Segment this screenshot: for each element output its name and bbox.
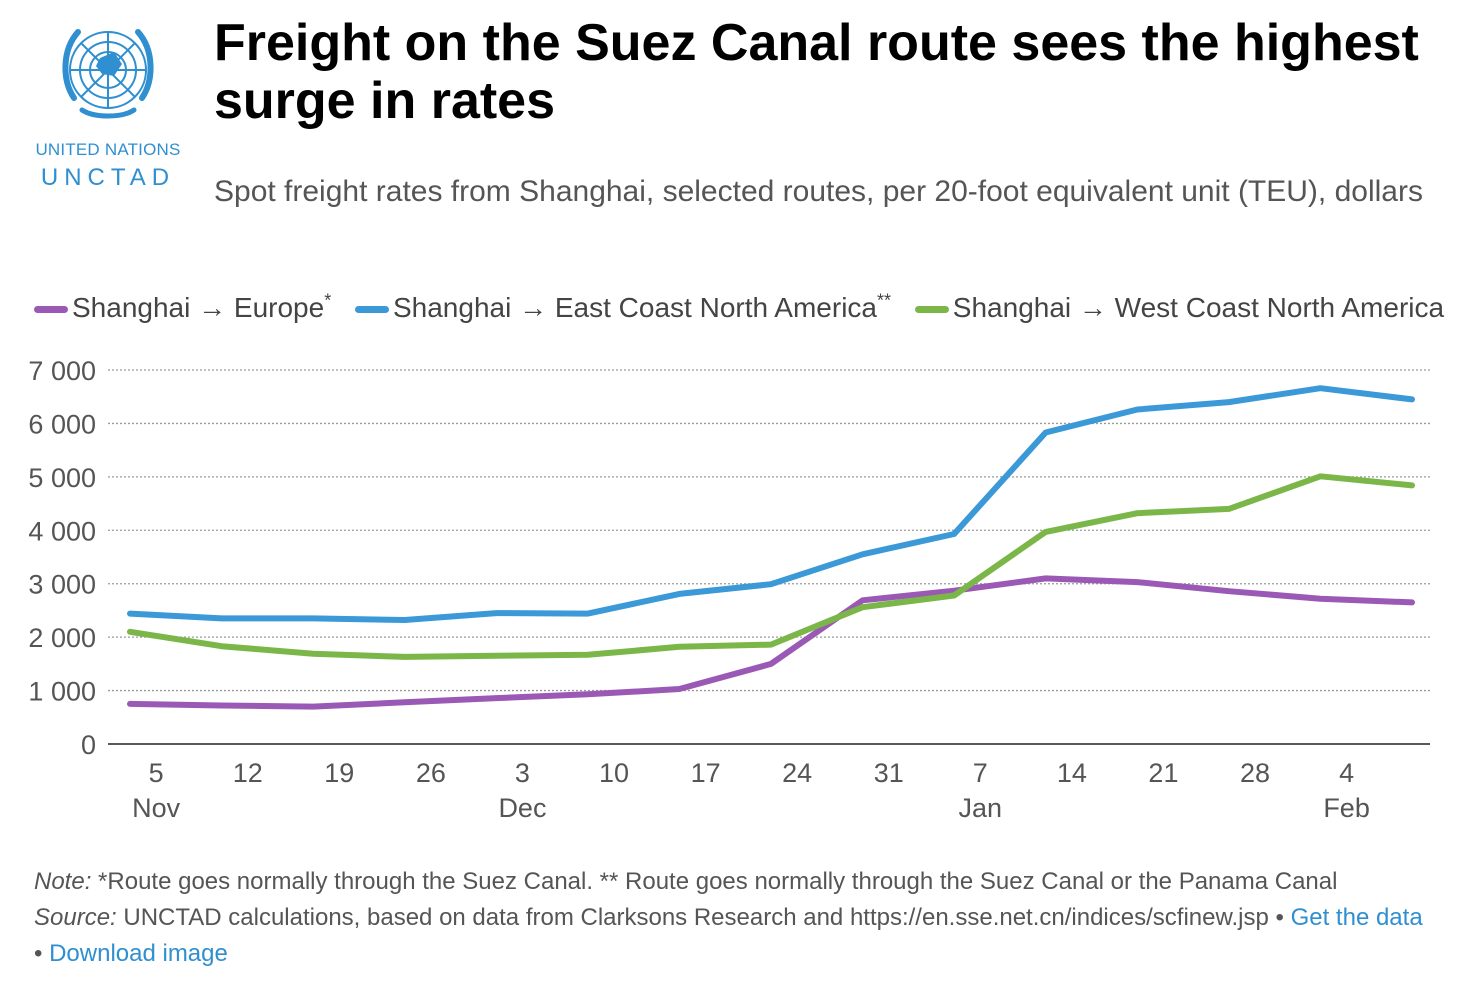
series-line-1 xyxy=(127,385,1415,623)
y-tick-label: 3 000 xyxy=(28,570,96,600)
un-emblem-icon xyxy=(62,29,154,119)
source-text: UNCTAD calculations, based on data from … xyxy=(123,904,1269,931)
legend-label-east-coast: Shanghai → East Coast North America xyxy=(392,291,877,323)
note-line: Note: *Route goes normally through the S… xyxy=(34,864,1434,900)
source-label: Source: xyxy=(34,904,117,931)
x-tick-label: 17 xyxy=(691,758,721,788)
x-tick-label: 26 xyxy=(416,758,446,788)
y-tick-label: 4 000 xyxy=(28,516,96,546)
x-tick-label: 4 xyxy=(1339,758,1354,788)
x-tick-label: 5 xyxy=(149,758,164,788)
legend-item-europe: Shanghai → Europe* xyxy=(34,290,332,324)
y-tick-label: 6 000 xyxy=(28,409,96,439)
x-tick-label: 12 xyxy=(233,758,263,788)
x-month-label: Jan xyxy=(959,793,1003,823)
legend-label-west-coast: Shanghai → West Coast North America xyxy=(952,291,1445,323)
x-tick-label: 28 xyxy=(1240,758,1270,788)
legend-sup-east-coast: ** xyxy=(877,290,892,311)
x-tick-label: 3 xyxy=(515,758,530,788)
logo-united-nations: UNITED NATIONS xyxy=(35,140,181,159)
separator-2: • xyxy=(34,940,43,967)
chart-subtitle: Spot freight rates from Shanghai, select… xyxy=(214,175,1423,208)
separator-1: • xyxy=(1275,904,1284,931)
legend-label-europe: Shanghai → Europe xyxy=(72,291,325,323)
chart-title: Freight on the Suez Canal route sees the… xyxy=(214,14,1419,130)
x-tick-label: 19 xyxy=(324,758,354,788)
x-tick-label: 10 xyxy=(599,758,629,788)
line-chart: 0 1 000 2 000 3 000 4 000 5 000 6 000 7 000 5 Nov… xyxy=(28,356,1430,823)
y-tick-label: 0 xyxy=(81,730,96,760)
legend-swatch-europe xyxy=(34,305,68,313)
x-tick-label: 7 xyxy=(973,758,988,788)
legend-item-east-coast: Shanghai → East Coast North America** xyxy=(354,290,892,324)
series-line-2 xyxy=(127,473,1415,660)
note-text: *Route goes normally through the Suez Ca… xyxy=(98,868,1338,895)
x-tick-label: 31 xyxy=(874,758,904,788)
x-month-label: Dec xyxy=(498,793,546,823)
x-tick-label: 14 xyxy=(1057,758,1087,788)
x-tick-label: 21 xyxy=(1148,758,1178,788)
series-line-0 xyxy=(127,575,1415,710)
unctad-logo: UNITED NATIONS UNCTAD xyxy=(30,6,186,192)
x-month-label: Nov xyxy=(132,793,181,823)
download-image-link[interactable]: Download image xyxy=(49,940,228,967)
legend-swatch-west-coast xyxy=(914,305,949,313)
note-label: Note: xyxy=(34,868,92,895)
get-data-link[interactable]: Get the data xyxy=(1290,904,1423,931)
legend-item-west-coast: Shanghai → West Coast North America xyxy=(914,291,1445,324)
y-tick-label: 1 000 xyxy=(28,677,96,707)
source-line: Source: UNCTAD calculations, based on da… xyxy=(34,900,1434,972)
chart-footer: Note: *Route goes normally through the S… xyxy=(34,864,1434,972)
chart-legend: Shanghai → Europe* Shanghai → East Coast… xyxy=(34,290,1460,330)
y-tick-label: 2 000 xyxy=(28,623,96,653)
x-tick-label: 24 xyxy=(782,758,812,788)
logo-unctad: UNCTAD xyxy=(40,164,176,191)
legend-sup-europe: * xyxy=(324,290,332,311)
y-tick-label: 5 000 xyxy=(28,463,96,493)
legend-swatch-east-coast xyxy=(354,305,389,313)
y-tick-label: 7 000 xyxy=(28,356,96,386)
x-month-label: Feb xyxy=(1323,793,1370,823)
